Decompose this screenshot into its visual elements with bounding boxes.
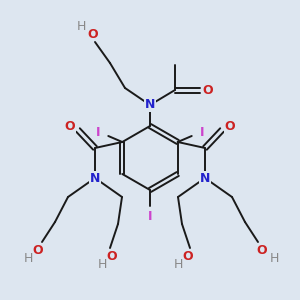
Text: H: H <box>269 253 279 266</box>
Text: O: O <box>65 119 75 133</box>
Text: O: O <box>257 244 267 256</box>
Text: N: N <box>90 172 100 184</box>
Text: I: I <box>200 125 204 139</box>
Text: O: O <box>225 119 235 133</box>
Text: O: O <box>33 244 43 256</box>
Text: O: O <box>88 28 98 40</box>
Text: N: N <box>145 98 155 112</box>
Text: H: H <box>23 253 33 266</box>
Text: H: H <box>173 259 183 272</box>
Text: I: I <box>96 125 100 139</box>
Text: N: N <box>200 172 210 184</box>
Text: O: O <box>203 83 213 97</box>
Text: H: H <box>76 20 86 32</box>
Text: H: H <box>97 259 107 272</box>
Text: I: I <box>148 209 152 223</box>
Text: O: O <box>107 250 117 262</box>
Text: O: O <box>183 250 193 262</box>
